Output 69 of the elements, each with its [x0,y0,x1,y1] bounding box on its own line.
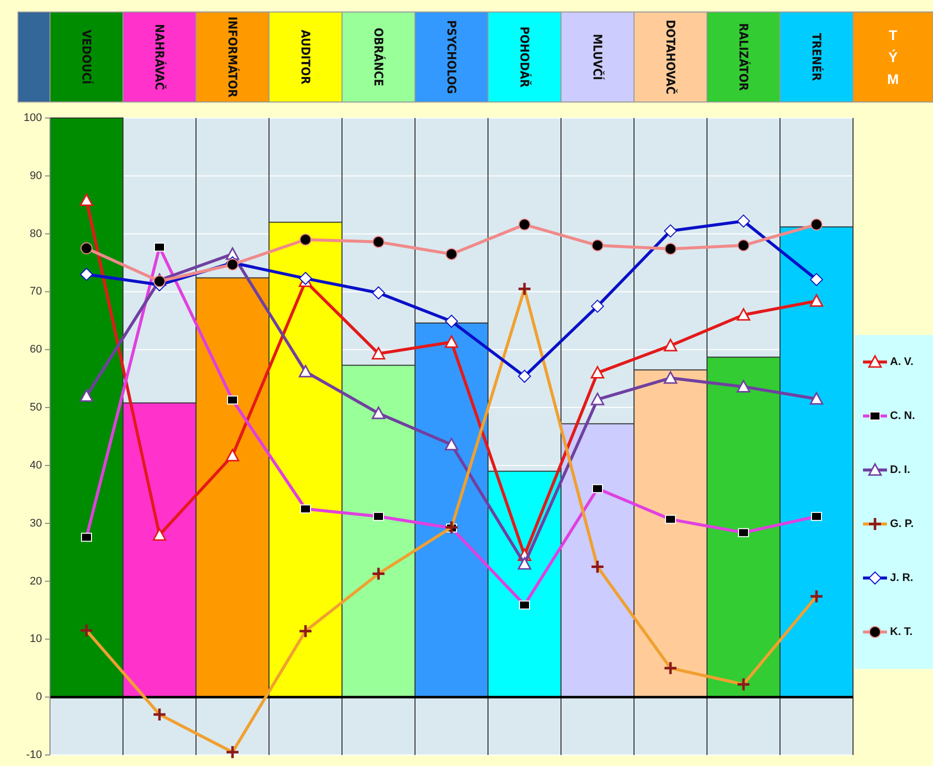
y-tick-label: 0 [36,691,42,704]
legend-label: K. T. [890,626,913,638]
x-tick-label: NAHRÁVAČ [152,24,168,90]
point [300,234,312,246]
point [736,380,750,392]
x-tick-label: VEDOUCÍ [80,30,94,84]
point [298,364,312,378]
x-tick-label: MLUVČÍ [590,34,606,80]
x-tick-label: AUDITOR [298,30,312,85]
legend-title: TÝM [887,27,899,87]
point [664,338,678,352]
point [518,557,532,570]
legend-label: J. R. [890,572,914,584]
point [736,308,750,321]
y-tick-label: -10 [26,749,42,761]
x-tick-label: RALIZÁTOR [736,23,752,92]
y-tick-label: 90 [30,170,42,182]
point [444,438,458,450]
point [152,528,166,541]
x-tick-label: POHODÁŘ [518,26,532,88]
y-tick-label: 40 [30,459,42,472]
point [737,214,750,228]
y-tick-label: 30 [30,517,42,530]
point [518,370,531,383]
legend-label: A. V. [890,356,914,368]
point [372,236,384,248]
legend-label: D. I. [890,464,910,476]
point [372,406,386,420]
point [299,272,312,285]
point [810,392,824,405]
point [810,294,824,307]
point [592,239,604,252]
point [590,392,604,406]
legend-label: C. N. [890,410,916,422]
point [810,273,823,286]
point [591,300,604,313]
point [154,275,166,288]
x-tick-label: TRENÉR [810,33,824,82]
point [590,366,604,379]
point [446,248,458,260]
point [444,335,458,348]
y-tick-label: 100 [24,112,42,124]
y-tick-label: 70 [30,286,42,298]
point [664,224,677,238]
point [226,258,238,271]
point [372,346,386,360]
point [80,268,93,281]
point [372,286,385,300]
x-tick-label: PSYCHOLOG [444,20,458,94]
legend-label: G. P. [890,518,914,530]
point [226,247,240,260]
point [738,239,750,252]
y-tick-label: 60 [30,344,42,356]
y-tick-label: 10 [30,633,42,646]
point [226,448,240,462]
x-tick-label: DOTAHOVAČ [664,20,678,94]
y-tick-label: 80 [30,228,42,240]
point [810,218,822,231]
point [664,371,678,384]
point [445,314,458,328]
x-tick-label: INFORMÁTOR [226,16,240,98]
point [518,218,530,231]
x-tick-label: OBRÁNCE [372,28,386,86]
point [80,193,94,206]
y-tick-label: 20 [30,575,42,588]
point [664,242,676,255]
point [80,389,94,402]
point [80,242,92,254]
y-tick-label: 50 [30,402,42,414]
